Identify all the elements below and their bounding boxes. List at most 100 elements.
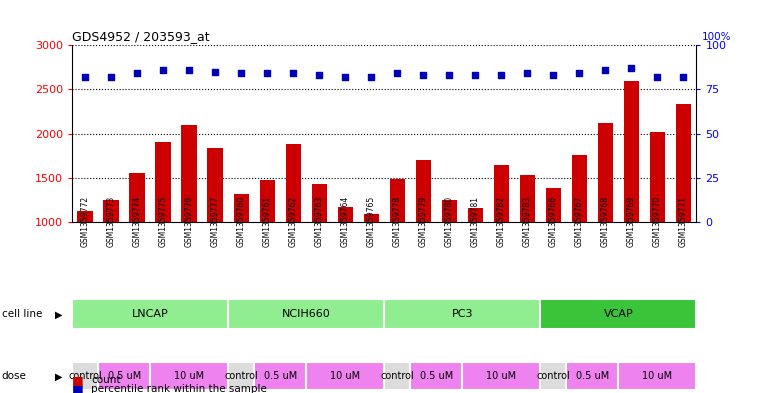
Text: 10 uM: 10 uM <box>642 371 673 381</box>
Bar <box>463 362 540 391</box>
Text: GSM1359783: GSM1359783 <box>523 196 532 247</box>
Point <box>287 70 299 77</box>
Bar <box>572 155 587 222</box>
Text: GSM1359782: GSM1359782 <box>497 196 506 247</box>
Text: percentile rank within the sample: percentile rank within the sample <box>91 384 267 393</box>
Text: control: control <box>380 371 414 381</box>
Bar <box>540 299 696 329</box>
Point <box>547 72 559 78</box>
Bar <box>650 132 665 222</box>
Bar <box>384 299 540 329</box>
Bar <box>103 200 119 222</box>
Text: 0.5 uM: 0.5 uM <box>419 371 453 381</box>
Text: NCIH660: NCIH660 <box>282 309 331 320</box>
Text: GSM1359762: GSM1359762 <box>289 196 298 247</box>
Text: 10 uM: 10 uM <box>174 371 205 381</box>
Text: GSM1359761: GSM1359761 <box>263 196 272 247</box>
Text: control: control <box>68 371 102 381</box>
Point <box>365 74 377 80</box>
Point <box>339 74 352 80</box>
Bar <box>311 184 327 222</box>
Bar <box>182 125 197 222</box>
Bar <box>338 207 353 222</box>
Text: GSM1359770: GSM1359770 <box>653 196 662 247</box>
Bar <box>306 362 384 391</box>
Text: VCAP: VCAP <box>603 309 633 320</box>
Bar <box>78 211 93 222</box>
Bar <box>467 208 483 222</box>
Bar <box>72 299 228 329</box>
Point <box>599 67 611 73</box>
Text: GSM1359766: GSM1359766 <box>549 196 558 247</box>
Text: GSM1359777: GSM1359777 <box>211 196 220 247</box>
Bar <box>364 214 379 222</box>
Bar <box>676 103 691 222</box>
Bar <box>623 81 639 222</box>
Bar <box>234 194 249 222</box>
Point <box>183 67 196 73</box>
Bar <box>566 362 619 391</box>
Point <box>443 72 455 78</box>
Bar <box>254 362 306 391</box>
Bar <box>98 362 151 391</box>
Point <box>391 70 403 77</box>
Point <box>261 70 273 77</box>
Text: GDS4952 / 203593_at: GDS4952 / 203593_at <box>72 29 210 42</box>
Text: control: control <box>224 371 258 381</box>
Text: 0.5 uM: 0.5 uM <box>263 371 297 381</box>
Bar <box>441 200 457 222</box>
Bar <box>546 188 561 222</box>
Text: GSM1359780: GSM1359780 <box>445 196 454 247</box>
Bar <box>151 362 228 391</box>
Point <box>573 70 585 77</box>
Point <box>105 74 117 80</box>
Point <box>131 70 143 77</box>
Point <box>495 72 508 78</box>
Text: 10 uM: 10 uM <box>330 371 361 381</box>
Text: GSM1359760: GSM1359760 <box>237 196 246 247</box>
Text: GSM1359768: GSM1359768 <box>601 196 610 247</box>
Bar <box>540 362 566 391</box>
Text: PC3: PC3 <box>451 309 473 320</box>
Text: GSM1359764: GSM1359764 <box>341 196 350 247</box>
Bar <box>228 299 384 329</box>
Bar <box>410 362 463 391</box>
Text: GSM1359772: GSM1359772 <box>81 196 90 247</box>
Point <box>626 65 638 71</box>
Point <box>470 72 482 78</box>
Point <box>651 74 664 80</box>
Text: cell line: cell line <box>2 309 42 320</box>
Bar <box>285 144 301 222</box>
Point <box>417 72 429 78</box>
Text: LNCAP: LNCAP <box>132 309 169 320</box>
Text: ■: ■ <box>72 382 84 393</box>
Point <box>314 72 326 78</box>
Text: GSM1359771: GSM1359771 <box>679 196 688 247</box>
Point <box>209 68 221 75</box>
Bar <box>208 148 223 222</box>
Text: control: control <box>537 371 570 381</box>
Bar <box>228 362 254 391</box>
Bar <box>597 123 613 222</box>
Text: GSM1359763: GSM1359763 <box>315 196 323 247</box>
Bar <box>619 362 696 391</box>
Text: GSM1359774: GSM1359774 <box>133 196 142 247</box>
Bar <box>494 165 509 222</box>
Bar <box>390 179 405 222</box>
Text: 10 uM: 10 uM <box>486 371 517 381</box>
Text: GSM1359778: GSM1359778 <box>393 196 402 247</box>
Text: GSM1359769: GSM1359769 <box>627 196 635 247</box>
Text: count: count <box>91 375 121 386</box>
Text: ▶: ▶ <box>55 309 62 320</box>
Text: GSM1359767: GSM1359767 <box>575 196 584 247</box>
Text: ▶: ▶ <box>55 371 62 381</box>
Text: 100%: 100% <box>702 32 731 42</box>
Point <box>235 70 247 77</box>
Bar <box>129 173 145 222</box>
Bar <box>384 362 410 391</box>
Bar <box>155 141 171 222</box>
Text: GSM1359765: GSM1359765 <box>367 196 376 247</box>
Text: 0.5 uM: 0.5 uM <box>575 371 609 381</box>
Point <box>677 74 689 80</box>
Text: ■: ■ <box>72 374 84 387</box>
